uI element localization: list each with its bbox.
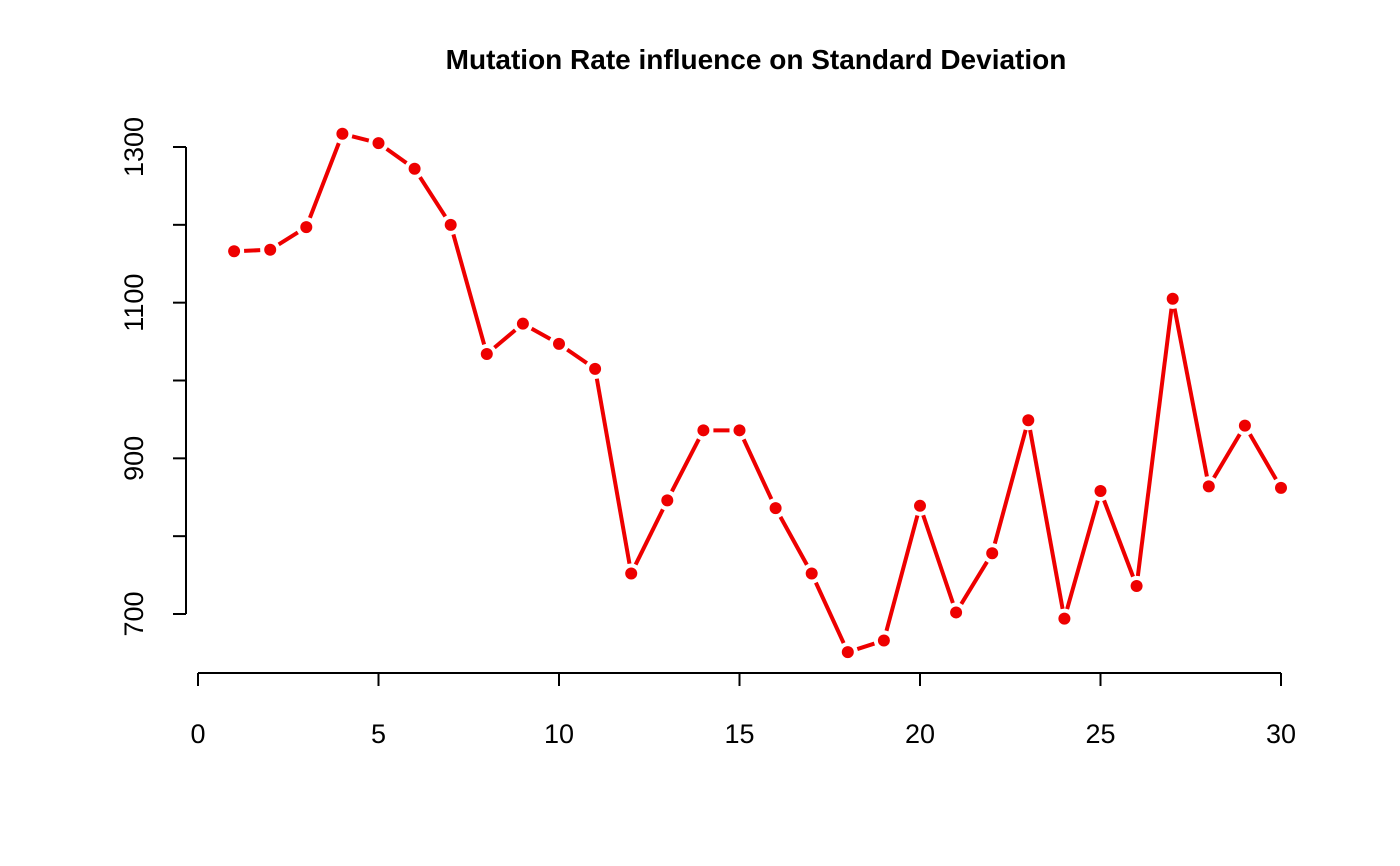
data-series <box>228 127 1287 659</box>
y-tick-label: 900 <box>119 436 149 481</box>
data-point <box>264 243 277 256</box>
series-segment <box>1102 499 1135 578</box>
x-tick-label: 30 <box>1266 719 1296 749</box>
series-segment <box>493 328 517 350</box>
y-tick-label: 1300 <box>119 117 149 177</box>
series-segment <box>856 641 876 651</box>
series-segment <box>385 147 408 165</box>
data-point <box>950 606 963 619</box>
series-segment <box>1065 500 1100 610</box>
series-segment <box>884 514 920 632</box>
series-segment <box>451 233 487 345</box>
series-segment <box>277 230 299 247</box>
data-point <box>986 547 999 560</box>
data-point <box>1058 612 1071 625</box>
series-segment <box>1212 433 1242 479</box>
series-segment <box>308 142 341 219</box>
data-point <box>336 127 349 140</box>
series-segment <box>1028 429 1065 610</box>
x-tick-label: 0 <box>190 719 205 749</box>
data-point <box>805 567 818 580</box>
series-segment <box>670 438 701 493</box>
series-segment <box>959 560 989 605</box>
data-point <box>372 137 385 150</box>
y-tick-label: 1100 <box>119 274 149 332</box>
series-segment <box>633 508 665 566</box>
y-tick-label: 700 <box>119 591 149 636</box>
x-tick-label: 10 <box>544 719 574 749</box>
data-point <box>914 499 926 512</box>
data-point <box>697 424 710 437</box>
data-point <box>408 162 421 175</box>
series-segment <box>778 515 809 566</box>
series-segment <box>566 347 589 365</box>
data-point <box>1130 579 1143 592</box>
data-point <box>877 634 890 647</box>
data-point <box>516 317 529 330</box>
x-tick-label: 15 <box>724 719 754 749</box>
data-point <box>841 646 854 659</box>
series-segment <box>530 326 552 341</box>
data-point <box>300 221 313 234</box>
series-segment <box>1248 433 1278 481</box>
data-point <box>1094 485 1107 498</box>
x-axis: 0 5 10 15 20 25 30 <box>190 672 1296 749</box>
data-point <box>589 362 602 375</box>
data-point <box>1166 292 1179 305</box>
data-point <box>1202 480 1215 493</box>
series-segment <box>921 514 955 604</box>
x-tick-label: 25 <box>1085 719 1115 749</box>
y-axis: 700 900 1100 1300 <box>119 117 187 637</box>
series-segment <box>992 429 1028 545</box>
x-tick-label: 20 <box>905 719 935 749</box>
data-point <box>1275 481 1287 494</box>
chart-title: Mutation Rate influence on Standard Devi… <box>446 44 1067 75</box>
data-point <box>625 567 638 580</box>
series-segment <box>244 248 261 253</box>
data-point <box>1238 419 1251 432</box>
data-point <box>733 424 746 437</box>
data-point <box>444 218 457 231</box>
series-segment <box>814 581 846 644</box>
series-segment <box>594 378 632 565</box>
series-segment <box>418 176 447 218</box>
data-point <box>661 494 674 507</box>
data-point <box>769 502 782 515</box>
data-point <box>480 348 493 361</box>
series-segment <box>1172 308 1209 477</box>
series-segment <box>741 438 774 500</box>
series-segment <box>1135 308 1174 577</box>
data-point <box>1022 414 1035 427</box>
series-segment <box>351 134 370 143</box>
x-tick-label: 5 <box>371 719 386 749</box>
data-point <box>553 337 565 350</box>
data-point <box>228 245 241 258</box>
